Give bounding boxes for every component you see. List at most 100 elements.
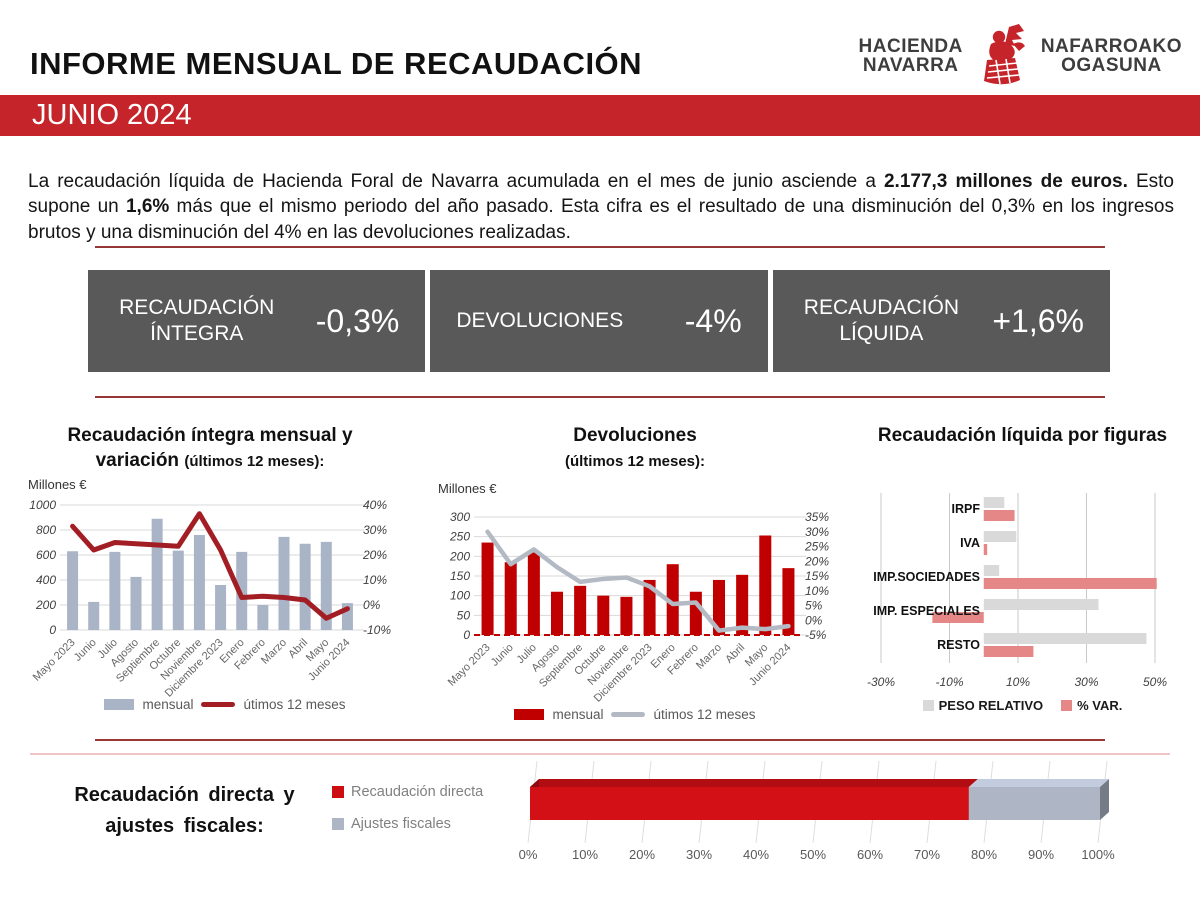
svg-text:30%: 30% [805, 525, 829, 539]
logo-text-right: NAFARROAKO OGASUNA [1040, 35, 1182, 76]
legend-label-12meses: útimos 12 meses [653, 707, 756, 722]
svg-text:20%: 20% [362, 548, 387, 562]
svg-text:600: 600 [36, 548, 56, 562]
chart-title-text: Recaudación líquida por figuras [877, 425, 1168, 446]
svg-text:250: 250 [449, 530, 470, 544]
svg-text:1000: 1000 [29, 498, 56, 512]
summary-boxes-row: RECAUDACIÓN ÍNTEGRA -0,3% DEVOLUCIONES -… [88, 270, 1110, 372]
chart-devoluciones-title: Devoluciones (últimos 12 meses): [470, 424, 800, 473]
chart-directa-plot: 0% 10% 20% 30% 40% 50% 60% 70% 80% 90% 100% [519, 760, 1115, 862]
page-title: INFORME MENSUAL DE RECAUDACIÓN [30, 46, 643, 81]
svg-text:300: 300 [450, 510, 470, 524]
legend-swatch-ajustes [332, 818, 344, 830]
legend-swatch-line [611, 712, 646, 717]
summary-label: DEVOLUCIONES [456, 308, 624, 332]
summary-box-liquida: RECAUDACIÓN LÍQUIDA +1,6% [772, 270, 1110, 372]
legend-swatch-mensual [514, 709, 545, 720]
svg-text:0: 0 [463, 628, 470, 642]
intro-paragraph: La recaudación líquida de Hacienda Foral… [28, 169, 1174, 245]
svg-text:80%: 80% [971, 847, 997, 862]
svg-text:IVA: IVA [960, 536, 980, 550]
chart-title-suffix: (últimos 12 meses): [184, 452, 325, 470]
legend-label-var: % VAR. [1077, 698, 1123, 713]
svg-text:10%: 10% [1006, 675, 1030, 689]
legend-swatch-line [201, 702, 236, 707]
divider-rule [95, 246, 1105, 248]
summary-label: RECAUDACIÓN LÍQUIDA [803, 295, 959, 345]
svg-text:90%: 90% [1028, 847, 1054, 862]
svg-text:100: 100 [450, 589, 470, 603]
svg-text:Junio: Junio [489, 642, 516, 669]
svg-text:25%: 25% [804, 540, 829, 554]
svg-text:5%: 5% [805, 599, 823, 613]
divider-rule-pale [30, 753, 1170, 755]
svg-text:Mayo 2023: Mayo 2023 [446, 642, 493, 689]
svg-text:40%: 40% [743, 847, 769, 862]
svg-text:IRPF: IRPF [952, 502, 981, 516]
svg-text:400: 400 [36, 573, 56, 587]
chart-integra-title: Recaudación íntegra mensual y variación … [45, 424, 375, 473]
chart-integra-legend: mensual útimos 12 meses [60, 697, 390, 712]
legend-swatch-var [1061, 700, 1073, 711]
svg-text:10%: 10% [363, 573, 387, 587]
svg-text:60%: 60% [857, 847, 883, 862]
summary-value: -4% [684, 302, 742, 339]
logo-hacienda: HACIENDA [858, 35, 963, 57]
chart-figuras-title: Recaudación líquida por figuras [865, 424, 1180, 449]
logo-navarra: NAVARRA [862, 55, 959, 76]
period-label: JUNIO 2024 [32, 99, 192, 131]
svg-text:35%: 35% [805, 510, 829, 524]
divider-rule [95, 739, 1105, 741]
svg-text:150: 150 [450, 569, 470, 583]
intro-variation: 1,6% [125, 196, 170, 218]
svg-text:50: 50 [457, 608, 471, 622]
summary-value: -0,3% [315, 302, 400, 339]
legend-label-ajustes: Ajustes fiscales [351, 816, 451, 832]
svg-text:-10%: -10% [935, 675, 963, 689]
chart-directa-title: Recaudación directa y ajustes fiscales: [74, 784, 295, 837]
svg-text:20%: 20% [804, 554, 829, 568]
legend-label-directa: Recaudación directa [351, 784, 484, 800]
svg-text:-10%: -10% [363, 623, 391, 637]
legend-swatch-directa [332, 786, 344, 798]
intro-text: más que el mismo periodo del año pasado.… [28, 196, 1174, 243]
legend-item-ajustes: Ajustes fiscales [332, 816, 483, 832]
chart-devoluciones-legend: mensual útimos 12 meses [470, 707, 800, 722]
legend-label-peso: PESO RELATIVO [938, 698, 1044, 713]
svg-text:40%: 40% [363, 498, 387, 512]
logo-nafarroako: NAFARROAKO [1040, 35, 1182, 57]
svg-text:10%: 10% [572, 847, 598, 862]
navarra-emblem-icon [983, 24, 1025, 85]
legend-swatch-peso [922, 700, 934, 711]
svg-text:Mayo 2023: Mayo 2023 [31, 637, 78, 684]
svg-text:200: 200 [449, 549, 470, 563]
svg-text:Junio: Junio [72, 637, 99, 664]
svg-text:100%: 100% [1081, 847, 1115, 862]
summary-label: RECAUDACIÓN ÍNTEGRA [119, 295, 275, 345]
legend-item-peso: PESO RELATIVO [922, 698, 1044, 713]
summary-value: +1,6% [992, 302, 1084, 339]
chart-integra-plot: 0 200 400 600 800 1000 -10% 0% 10% 20% 30% 40% Mayo … [29, 498, 391, 700]
chart-title-text: Devoluciones [573, 425, 697, 446]
chart-figuras-plot: -30% -10% 10% 30% 50% IRPF IVA IMP.SOCIEDADES IM… [867, 493, 1167, 689]
intro-amount: 2.177,3 millones de euros. [883, 171, 1128, 192]
chart-title-suffix: (últimos 12 meses): [564, 452, 706, 470]
svg-text:50%: 50% [800, 847, 826, 862]
svg-text:800: 800 [36, 523, 56, 537]
svg-text:0%: 0% [805, 613, 823, 627]
svg-text:70%: 70% [914, 847, 940, 862]
svg-text:30%: 30% [363, 523, 387, 537]
chart-figuras-legend: PESO RELATIVO % VAR. [855, 698, 1190, 713]
legend-swatch-mensual [104, 699, 135, 710]
svg-text:200: 200 [35, 598, 56, 612]
chart-devoluciones-unit: Millones € [438, 481, 497, 496]
legend-item-directa: Recaudación directa [332, 784, 483, 800]
svg-text:30%: 30% [686, 847, 712, 862]
svg-text:30%: 30% [1074, 675, 1098, 689]
svg-text:15%: 15% [805, 569, 829, 583]
summary-box-devoluciones: DEVOLUCIONES -4% [430, 270, 768, 372]
svg-text:-30%: -30% [867, 675, 895, 689]
logo-ogasuna: OGASUNA [1061, 55, 1162, 76]
legend-item-var: % VAR. [1061, 698, 1122, 713]
hacienda-navarra-logo: HACIENDA NAVARRA NAFARROAKO OGASUNA [859, 24, 1182, 88]
